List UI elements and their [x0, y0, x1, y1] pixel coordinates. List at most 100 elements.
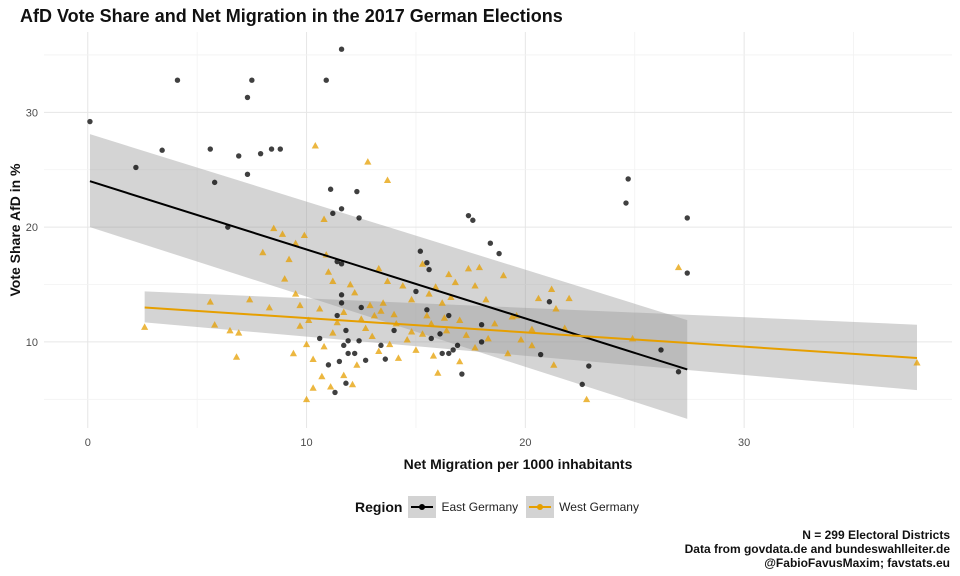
x-tick-label: 20 — [519, 437, 531, 449]
data-point-east — [546, 299, 553, 305]
caption-line-author: @FabioFavusMaxim; favstats.eu — [764, 556, 950, 570]
data-point-east — [338, 261, 345, 267]
data-point-west — [232, 353, 241, 360]
x-tick-label: 10 — [300, 437, 312, 449]
data-point-west — [552, 305, 560, 312]
data-point-west — [340, 308, 348, 315]
data-point-west — [418, 260, 427, 267]
data-point-west — [456, 316, 464, 323]
data-point-east — [354, 188, 360, 195]
legend-title: Region — [355, 499, 403, 515]
caption-line-source: Data from govdata.de and bundeswahlleite… — [684, 542, 950, 556]
data-point-east — [413, 288, 419, 295]
data-point-west — [383, 277, 392, 284]
trend-line-east — [89, 180, 688, 371]
data-point-west — [302, 340, 311, 348]
data-point-east — [378, 342, 384, 349]
data-point-east — [343, 327, 349, 334]
data-point-west — [379, 299, 387, 306]
data-point-west — [318, 372, 326, 380]
data-point-west — [550, 361, 558, 368]
data-point-east — [325, 362, 332, 368]
data-point-west — [300, 231, 308, 239]
data-point-east — [338, 300, 345, 306]
data-point-west — [451, 278, 459, 286]
data-point-west — [375, 264, 383, 272]
data-point-east — [244, 171, 251, 178]
data-point-west — [281, 275, 289, 282]
data-point-east — [356, 338, 362, 344]
data-point-west — [296, 301, 304, 309]
data-point-east — [428, 335, 434, 342]
data-point-east — [426, 266, 432, 273]
legend: Region East Germany West Germany — [355, 496, 647, 518]
data-point-west — [340, 371, 348, 379]
data-point-west — [327, 383, 335, 390]
data-point-west — [528, 325, 536, 333]
data-point-east — [277, 146, 283, 152]
data-point-west — [289, 349, 298, 357]
data-point-west — [471, 282, 479, 289]
data-point-east — [336, 358, 343, 365]
data-point-west — [362, 324, 370, 332]
chart-title: AfD Vote Share and Net Migration in the … — [20, 6, 563, 26]
data-point-west — [285, 255, 293, 263]
data-point-east — [684, 215, 690, 221]
data-point-west — [482, 295, 490, 303]
trend-line-west — [144, 306, 918, 359]
data-point-east — [623, 200, 629, 206]
data-point-east — [439, 350, 445, 357]
data-point-east — [478, 339, 485, 345]
data-point-west — [471, 344, 479, 351]
data-point-west — [348, 380, 357, 388]
data-point-east — [323, 77, 329, 83]
data-point-west — [491, 319, 499, 327]
data-point-east — [382, 356, 389, 362]
data-point-east — [356, 215, 362, 221]
data-point-east — [362, 357, 369, 363]
data-point-west — [583, 395, 591, 403]
data-point-west — [913, 358, 921, 366]
data-point-east — [487, 240, 494, 246]
data-point-west — [226, 326, 234, 334]
y-axis-title: Vote Share AfD in % — [7, 163, 23, 297]
data-point-west — [407, 295, 416, 303]
data-point-east — [496, 250, 502, 257]
data-point-west — [484, 334, 492, 342]
data-point-west — [548, 285, 556, 292]
data-point-east — [345, 338, 351, 344]
data-point-west — [425, 290, 433, 297]
data-point-east — [345, 350, 351, 357]
legend-label-east: East Germany — [441, 500, 519, 514]
data-point-west — [329, 277, 337, 284]
data-point-west — [235, 329, 243, 336]
data-point-east — [87, 118, 93, 125]
data-point-west — [259, 248, 267, 256]
data-point-west — [427, 319, 435, 327]
data-point-east — [244, 94, 251, 101]
data-point-east — [579, 381, 585, 388]
data-point-west — [316, 305, 324, 312]
data-point-west — [429, 352, 438, 359]
data-point-west — [528, 341, 536, 349]
data-point-west — [390, 310, 398, 318]
data-point-east — [424, 307, 430, 313]
data-point-east — [341, 342, 347, 349]
data-point-east — [174, 77, 181, 83]
data-point-east — [465, 212, 472, 219]
data-point-west — [375, 347, 383, 354]
data-point-west — [368, 332, 376, 340]
data-point-east — [338, 206, 345, 212]
data-point-east — [332, 389, 338, 396]
data-point-west — [324, 268, 333, 275]
data-point-west — [462, 331, 470, 338]
data-point-east — [537, 351, 544, 358]
data-point-east — [446, 350, 452, 357]
data-point-east — [316, 335, 323, 342]
data-point-east — [257, 150, 264, 157]
data-point-west — [383, 176, 392, 183]
data-point-west — [333, 318, 341, 326]
data-point-east — [450, 347, 456, 353]
x-tick-label: 30 — [738, 437, 750, 449]
